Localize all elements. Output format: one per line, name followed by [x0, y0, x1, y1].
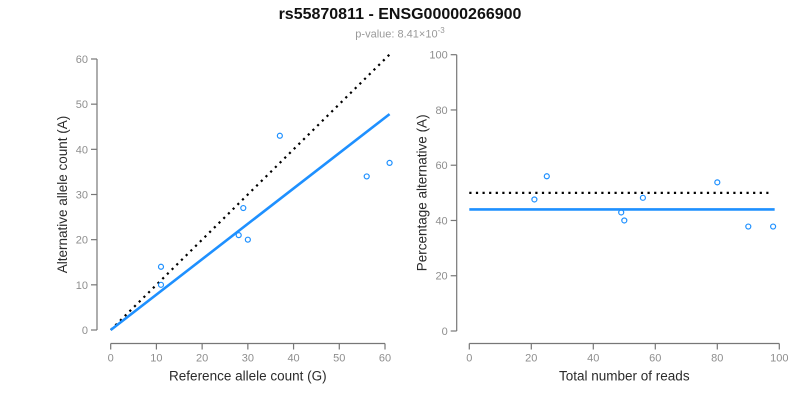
data-point — [714, 179, 721, 186]
x-tick-label: 20 — [196, 353, 208, 365]
x-tick-label: 10 — [150, 353, 162, 365]
subtitle-exponent: -3 — [437, 26, 445, 35]
data-point — [769, 223, 777, 230]
x-tick-label: 0 — [108, 353, 114, 365]
x-tick-label: 30 — [242, 353, 254, 365]
x-tick-label: 50 — [333, 353, 345, 365]
x-tick-label: 0 — [466, 353, 472, 365]
y-tick-label: 50 — [76, 99, 88, 111]
x-tick-label: 40 — [287, 353, 299, 365]
data-point — [240, 204, 247, 212]
data-point — [363, 173, 370, 180]
data-point — [618, 209, 625, 216]
identity-line — [109, 53, 391, 331]
data-point — [276, 132, 283, 139]
data-point — [157, 263, 165, 270]
y-tick-label: 40 — [76, 144, 88, 156]
x-axis-title: Total number of reads — [559, 369, 690, 384]
data-point — [157, 281, 165, 288]
data-point — [244, 236, 251, 243]
x-axis-title: Reference allele count (G) — [169, 369, 327, 384]
x-tick-label: 40 — [587, 353, 599, 365]
data-point — [235, 232, 242, 239]
y-tick-label: 60 — [76, 54, 88, 66]
y-tick-label: 10 — [76, 280, 88, 292]
x-tick-label: 60 — [649, 353, 661, 365]
plot-subtitle: p-value: 8.41×10-3 — [0, 26, 800, 41]
data-point — [543, 173, 550, 180]
data-point — [386, 159, 393, 166]
y-tick-label: 100 — [429, 50, 447, 62]
x-tick-label: 20 — [525, 353, 537, 365]
x-tick-label: 60 — [379, 353, 391, 365]
y-tick-label: 0 — [82, 325, 88, 337]
y-tick-label: 20 — [76, 235, 88, 247]
data-point — [531, 196, 538, 203]
data-point — [745, 223, 752, 230]
y-axis-title: Percentage alternative (A) — [415, 114, 430, 271]
y-axis-title: Alternative allele count (A) — [55, 116, 70, 274]
subtitle-pvalue-text: p-value: 8.41×10 — [355, 28, 438, 41]
data-point — [621, 217, 628, 224]
y-tick-label: 30 — [76, 189, 88, 201]
plot-title: rs55870811 - ENSG00000266900 — [278, 6, 522, 23]
y-tick-label: 60 — [435, 160, 447, 172]
y-tick-label: 40 — [435, 215, 447, 227]
regression-line — [109, 113, 391, 332]
data-point — [639, 194, 647, 201]
y-tick-label: 20 — [435, 271, 447, 283]
y-tick-label: 80 — [435, 105, 447, 117]
y-tick-label: 0 — [442, 326, 448, 338]
x-tick-label: 100 — [770, 353, 788, 365]
x-tick-label: 80 — [711, 353, 723, 365]
